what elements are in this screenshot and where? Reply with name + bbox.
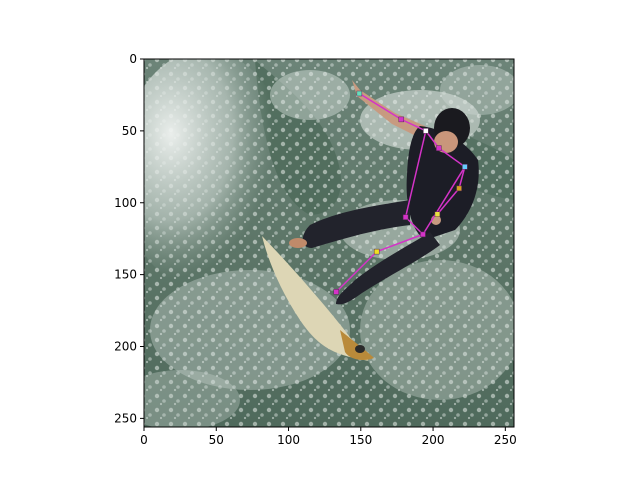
x-tick-label: 0 [140, 433, 148, 447]
surfboard [262, 236, 374, 361]
keypoint-knee [373, 248, 380, 255]
pose-keypoints [333, 90, 468, 295]
pose-edge-left-elbow-left-hand [436, 187, 460, 215]
pose-edge-right-shoulder-right-hip [404, 130, 427, 218]
y-tick-label: 50 [122, 124, 137, 138]
pose-edge-left-shoulder-left-hip [422, 166, 466, 235]
pose-edge-right-hand-right-elbow [358, 92, 402, 121]
x-tick-label: 200 [422, 433, 445, 447]
x-axis: 0 50 100 150 200 250 [140, 427, 517, 447]
keypoint-left-hand [434, 211, 441, 217]
y-tick-label: 150 [114, 268, 137, 282]
keypoint-left-shoulder [462, 164, 468, 170]
pose-edge-left-shoulder-left-elbow [458, 166, 466, 189]
x-tick-label: 50 [209, 433, 224, 447]
keypoint-left-elbow [456, 185, 462, 192]
x-tick-label: 150 [349, 433, 372, 447]
pose-edge-head-left-shoulder [438, 147, 466, 168]
pose-skeleton [335, 92, 466, 293]
y-tick-label: 0 [129, 52, 137, 66]
x-tick-label: 250 [494, 433, 517, 447]
y-tick-label: 200 [114, 340, 137, 354]
pose-edge-left-hip-knee [376, 233, 424, 253]
keypoint-left-hip [420, 231, 426, 238]
pose-edge-right-hip-left-hip [405, 216, 424, 235]
keypoint-right-shoulder [423, 128, 429, 134]
y-tick-label: 100 [114, 196, 137, 210]
keypoint-right-elbow [398, 116, 405, 123]
surf-photo [144, 59, 514, 427]
x-tick-label: 100 [277, 433, 300, 447]
keypoint-right-hand [356, 90, 363, 97]
keypoint-head [436, 145, 442, 151]
pose-edge-right-shoulder-head [425, 130, 440, 149]
keypoint-right-hip [402, 214, 409, 220]
pose-edge-knee-ankle [335, 251, 378, 293]
keypoint-ankle [333, 289, 339, 295]
axes-frame [143, 58, 515, 428]
pose-edge-right-elbow-right-shoulder [400, 118, 427, 132]
y-tick-label: 250 [114, 411, 137, 425]
y-axis: 0 50 100 150 200 250 [114, 52, 144, 425]
